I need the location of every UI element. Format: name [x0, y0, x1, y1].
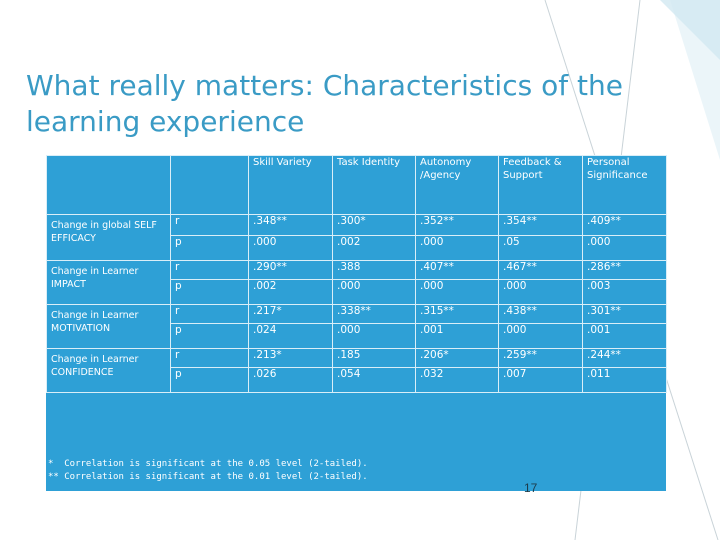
row-label: Change in Learner CONFIDENCE: [46, 348, 171, 393]
footnote-05: * Correlation is significant at the 0.05…: [48, 459, 368, 469]
p-value: .026: [248, 367, 333, 393]
column-header: Autonomy /Agency: [415, 155, 499, 215]
r-value: .409**: [582, 214, 667, 236]
p-value: .001: [582, 323, 667, 349]
r-value: .467**: [498, 260, 583, 280]
p-value: .05: [498, 235, 583, 261]
slide-title: What really matters: Characteristics of …: [26, 69, 623, 138]
r-value: .300*: [332, 214, 416, 236]
table-row: Change in Learner IMPACT r .290** .388 .…: [46, 260, 667, 305]
r-value: .348**: [248, 214, 333, 236]
r-value: .206*: [415, 348, 499, 368]
p-value: .003: [582, 279, 667, 305]
table-row: Change in global SELF EFFICACY r .348** …: [46, 214, 667, 261]
p-label: p: [170, 279, 249, 305]
p-value: .032: [415, 367, 499, 393]
r-label: r: [170, 348, 249, 368]
r-label: r: [170, 304, 249, 324]
p-value: .011: [582, 367, 667, 393]
r-value: .290**: [248, 260, 333, 280]
table-row: Change in Learner CONFIDENCE r .213* .18…: [46, 348, 667, 393]
p-value: .000: [582, 235, 667, 261]
r-value: .388: [332, 260, 416, 280]
table-row: p .026 .054 .032 .007 .011: [47, 367, 667, 393]
r-value: .217*: [248, 304, 333, 324]
r-value: .338**: [332, 304, 416, 324]
p-value: .000: [415, 235, 499, 261]
r-value: .244**: [582, 348, 667, 368]
p-value: .024: [248, 323, 333, 349]
r-label: r: [170, 214, 249, 236]
p-value: .000: [332, 279, 416, 305]
column-header: Personal Significance: [582, 155, 667, 215]
r-value: .352**: [415, 214, 499, 236]
table-header-row: Skill Variety Task Identity Autonomy /Ag…: [46, 155, 667, 215]
correlation-table: Skill Variety Task Identity Autonomy /Ag…: [46, 155, 667, 393]
r-value: .286**: [582, 260, 667, 280]
page-number: 17: [524, 481, 538, 495]
r-value: .354**: [498, 214, 583, 236]
row-label: Change in Learner MOTIVATION: [46, 304, 171, 349]
p-value: .007: [498, 367, 583, 393]
column-header: Task Identity: [332, 155, 416, 215]
footnotes: * Correlation is significant at the 0.05…: [48, 458, 368, 484]
p-value: .000: [415, 279, 499, 305]
r-value: .213*: [248, 348, 333, 368]
table-row: p .000 .002 .000 .05 .000: [47, 235, 667, 261]
r-value: .407**: [415, 260, 499, 280]
p-label: p: [170, 323, 249, 349]
p-value: .002: [248, 279, 333, 305]
p-value: .000: [248, 235, 333, 261]
p-label: p: [170, 235, 249, 261]
column-header: Skill Variety: [248, 155, 333, 215]
row-label: Change in global SELF EFFICACY: [46, 214, 171, 261]
p-value: .000: [498, 279, 583, 305]
column-header: Feedback & Support: [498, 155, 583, 215]
r-value: .185: [332, 348, 416, 368]
r-value: .259**: [498, 348, 583, 368]
r-value: .315**: [415, 304, 499, 324]
p-value: .000: [498, 323, 583, 349]
table-row: Change in Learner MOTIVATION r .217* .33…: [46, 304, 667, 349]
header-empty: [170, 155, 249, 215]
p-value: .054: [332, 367, 416, 393]
p-label: p: [170, 367, 249, 393]
p-value: .000: [332, 323, 416, 349]
p-value: .002: [332, 235, 416, 261]
r-value: .438**: [498, 304, 583, 324]
p-value: .001: [415, 323, 499, 349]
r-value: .301**: [582, 304, 667, 324]
r-label: r: [170, 260, 249, 280]
footnote-01: ** Correlation is significant at the 0.0…: [48, 472, 368, 482]
row-label: Change in Learner IMPACT: [46, 260, 171, 305]
header-empty: [46, 155, 171, 215]
